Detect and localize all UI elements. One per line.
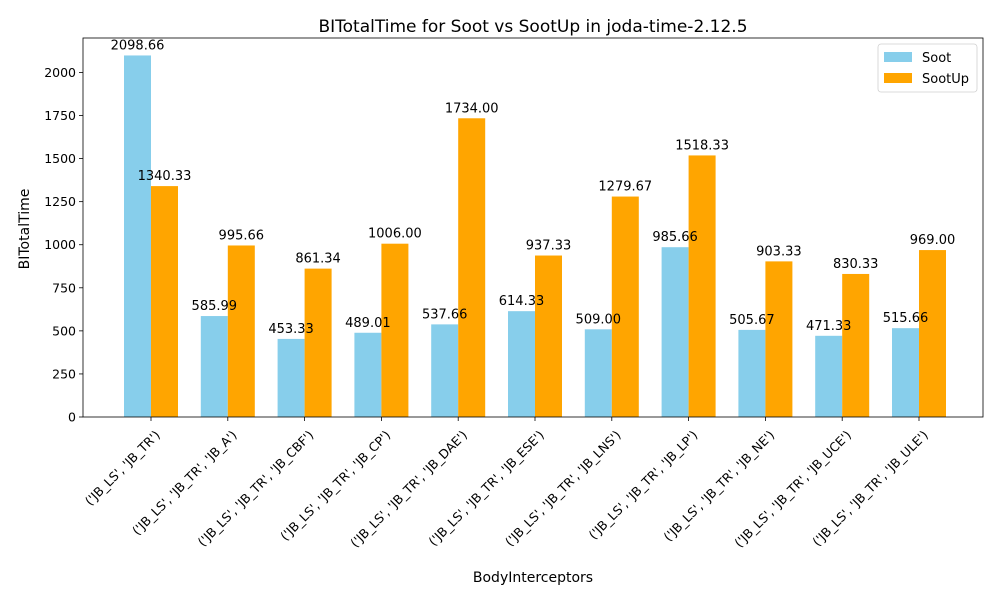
y-tick-label-6: 1500 — [44, 151, 76, 166]
data-label-sootup-8: 903.33 — [756, 244, 802, 259]
bars-layer — [124, 55, 946, 418]
bar-sootup-1 — [227, 245, 255, 417]
data-label-sootup-1: 995.66 — [219, 228, 265, 243]
y-tick-label-4: 1000 — [44, 237, 76, 252]
data-label-sootup-3: 1006.00 — [368, 227, 422, 242]
legend: Soot SootUp — [877, 43, 978, 93]
bar-sootup-3 — [381, 243, 409, 417]
bar-sootup-10 — [919, 250, 946, 417]
y-tick-label-7: 1750 — [44, 108, 76, 123]
y-tick-label-2: 500 — [52, 323, 76, 338]
data-label-soot-10: 515.66 — [883, 311, 929, 326]
bar-soot-3 — [354, 332, 382, 417]
data-label-soot-5: 614.33 — [499, 294, 545, 309]
bar-soot-5 — [508, 311, 535, 417]
legend-label-soot: Soot — [922, 51, 951, 66]
bar-sootup-0 — [151, 186, 178, 417]
data-labels-layer: 2098.66 1340.33 585.99 995.66 453.33 861.34 48… — [111, 38, 956, 336]
legend-swatch-sootup — [884, 73, 912, 83]
data-label-sootup-0: 1340.33 — [138, 169, 192, 184]
bar-sootup-7 — [688, 155, 716, 417]
y-tick-label-3: 750 — [52, 280, 76, 295]
data-label-soot-3: 489.01 — [345, 316, 391, 331]
y-tick-label-1: 250 — [52, 366, 76, 381]
legend-label-sootup: SootUp — [922, 72, 969, 87]
bar-soot-2 — [277, 338, 305, 417]
legend-swatch-soot — [884, 52, 912, 62]
data-label-soot-0: 2098.66 — [111, 38, 165, 53]
chart-title: BITotalTime for Soot vs SootUp in joda-t… — [318, 17, 747, 37]
bar-sootup-5 — [535, 255, 562, 417]
bar-soot-8 — [738, 329, 766, 417]
bar-soot-6 — [584, 329, 612, 417]
y-axis-label: BITotalTime — [17, 189, 33, 270]
data-label-sootup-2: 861.34 — [295, 252, 341, 267]
data-label-soot-2: 453.33 — [268, 322, 314, 337]
plot-frame — [82, 37, 984, 418]
y-tick-label-8: 2000 — [44, 65, 76, 80]
bar-soot-1 — [200, 316, 228, 417]
bar-soot-4 — [431, 324, 459, 417]
data-label-soot-1: 585.99 — [192, 299, 238, 314]
data-label-soot-8: 505.67 — [729, 313, 775, 328]
data-label-sootup-5: 937.33 — [526, 239, 572, 254]
bar-soot-0 — [124, 55, 151, 417]
x-tick-label-0: ('JB_LS', 'JB_TR') — [82, 427, 163, 508]
data-label-sootup-7: 1518.33 — [675, 138, 729, 153]
bar-soot-9 — [815, 335, 843, 417]
x-axis-label: BodyInterceptors — [473, 570, 593, 586]
bar-sootup-4 — [458, 118, 486, 418]
data-label-soot-4: 537.66 — [422, 307, 468, 322]
data-label-sootup-10: 969.00 — [910, 233, 956, 248]
data-label-sootup-9: 830.33 — [833, 257, 879, 272]
bar-soot-7 — [661, 247, 689, 417]
bar-sootup-6 — [611, 196, 639, 417]
y-tick-label-0: 0 — [68, 410, 76, 425]
bar-sootup-8 — [765, 261, 793, 417]
data-label-sootup-6: 1279.67 — [598, 180, 652, 195]
bar-sootup-9 — [842, 273, 870, 417]
data-label-soot-6: 509.00 — [576, 312, 622, 327]
bar-soot-10 — [892, 328, 919, 417]
y-tick-label-5: 1250 — [44, 194, 76, 209]
data-label-soot-7: 985.66 — [652, 230, 698, 245]
data-label-soot-9: 471.33 — [806, 319, 852, 334]
bar-sootup-2 — [304, 268, 332, 417]
data-label-sootup-4: 1734.00 — [445, 101, 499, 116]
